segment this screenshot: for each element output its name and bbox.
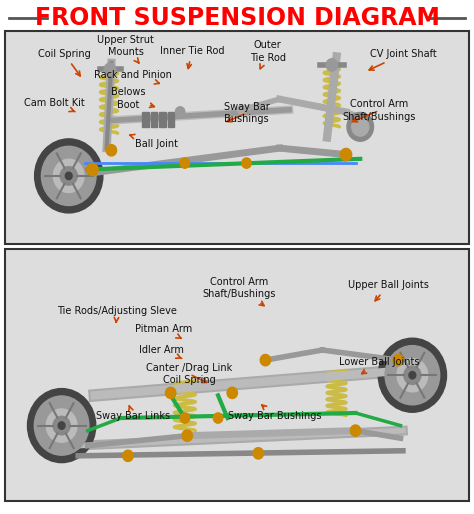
Circle shape [165,387,176,398]
Text: Upper Strut
Mounts: Upper Strut Mounts [97,35,154,63]
Text: Rack and Pinion: Rack and Pinion [94,69,172,84]
Circle shape [227,387,237,398]
Circle shape [393,355,403,366]
Bar [159,112,166,127]
Text: Outer
Tie Rod: Outer Tie Rod [250,40,286,69]
Circle shape [237,105,246,115]
Circle shape [41,146,96,206]
FancyBboxPatch shape [7,33,467,242]
Circle shape [409,372,416,379]
Text: Sway Bar Bushings: Sway Bar Bushings [228,405,322,421]
Circle shape [213,413,223,423]
Text: Lower Ball Joints: Lower Ball Joints [339,357,419,374]
Text: Coil Spring: Coil Spring [38,49,91,76]
Circle shape [27,389,96,463]
Circle shape [352,118,369,136]
Circle shape [340,149,352,161]
FancyBboxPatch shape [5,31,469,244]
Circle shape [123,450,133,462]
Text: Sway Bar Links: Sway Bar Links [96,406,170,421]
Circle shape [260,355,271,366]
Circle shape [60,167,77,185]
Circle shape [180,158,190,168]
Bar [151,112,157,127]
Text: Idler Arm: Idler Arm [139,344,183,358]
Text: Control Arm
Shaft/Bushings: Control Arm Shaft/Bushings [203,277,276,306]
Circle shape [106,144,117,156]
Text: FRONT SUSPENSION DIAGRAM: FRONT SUSPENSION DIAGRAM [35,6,439,30]
Circle shape [34,396,89,455]
Circle shape [175,107,185,117]
Circle shape [326,59,337,71]
Text: Cam Bolt Kit: Cam Bolt Kit [24,98,84,112]
Bar [168,112,174,127]
Circle shape [404,366,421,384]
Circle shape [347,113,374,141]
Text: Tie Rods/Adjusting Sleve: Tie Rods/Adjusting Sleve [57,306,177,322]
Circle shape [253,448,264,459]
Bar [142,112,149,127]
Circle shape [385,345,440,405]
Text: Control Arm
Shaft/Bushings: Control Arm Shaft/Bushings [343,99,416,122]
Circle shape [180,413,190,423]
Circle shape [242,158,251,168]
Text: Ball Joint: Ball Joint [130,134,178,149]
Text: Sway Bar
Bushings: Sway Bar Bushings [224,102,269,124]
Text: Belows
Boot: Belows Boot [111,87,155,110]
Circle shape [54,159,84,193]
Circle shape [58,422,65,429]
Circle shape [397,359,428,392]
Circle shape [104,63,116,76]
Circle shape [46,409,77,442]
Text: Pitman Arm: Pitman Arm [135,324,192,338]
Circle shape [65,172,72,179]
Text: Inner Tie Rod: Inner Tie Rod [160,46,224,68]
Circle shape [53,416,70,435]
Text: CV Joint Shaft: CV Joint Shaft [369,49,436,70]
Circle shape [350,425,361,436]
Text: Upper Ball Joints: Upper Ball Joints [348,280,429,301]
Circle shape [182,430,192,442]
Text: Canter /Drag Link
Coil Spring: Canter /Drag Link Coil Spring [146,363,233,386]
FancyBboxPatch shape [5,249,469,501]
FancyBboxPatch shape [7,252,467,499]
Circle shape [378,338,447,412]
Circle shape [87,163,98,176]
Circle shape [35,139,103,213]
